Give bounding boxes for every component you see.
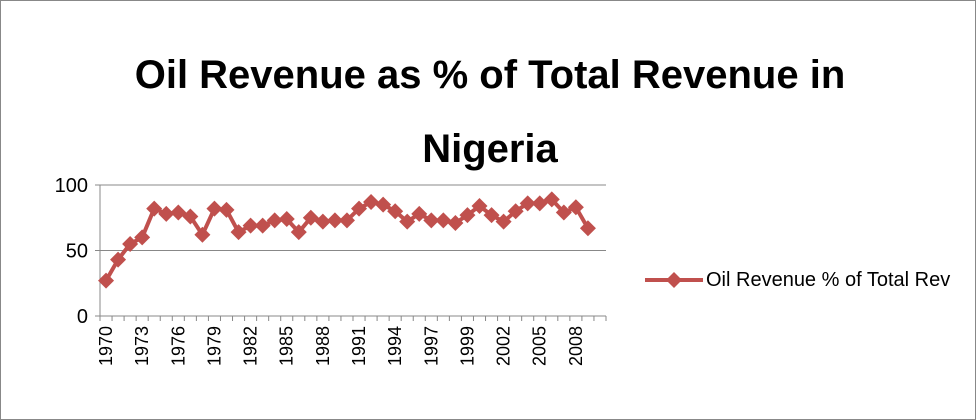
point	[278, 211, 295, 228]
point	[567, 199, 584, 216]
y-tick-label: 50	[66, 241, 88, 263]
x-tick-label: 2008	[566, 326, 586, 366]
point	[375, 196, 392, 213]
point	[146, 200, 163, 217]
chart-title: Oil Revenue as % of Total Revenue in Nig…	[134, 53, 846, 171]
point	[579, 220, 596, 237]
point	[254, 217, 271, 234]
point	[507, 203, 524, 220]
point	[411, 205, 428, 222]
point	[351, 200, 368, 217]
point	[170, 204, 187, 221]
point	[495, 213, 512, 230]
point	[338, 212, 355, 229]
point	[483, 207, 500, 224]
legend-label: Oil Revenue % of Total Rev	[706, 269, 951, 291]
x-tick-label: 1973	[132, 326, 152, 366]
y-tick-label: 100	[55, 175, 88, 197]
point	[447, 214, 464, 231]
point	[182, 208, 199, 225]
point	[531, 195, 548, 212]
point	[435, 212, 452, 229]
point	[387, 203, 404, 220]
x-tick-label: 1991	[349, 326, 369, 366]
y-tick-label: 0	[77, 306, 88, 328]
point	[459, 207, 476, 224]
point	[314, 213, 331, 230]
point	[302, 209, 319, 226]
point	[158, 205, 175, 222]
x-tick-label: 1982	[241, 326, 261, 366]
point	[242, 217, 259, 234]
x-tick-label: 1999	[457, 326, 477, 366]
point	[110, 251, 127, 268]
point	[399, 213, 416, 230]
x-tick-label: 1970	[96, 326, 116, 366]
point	[122, 235, 139, 252]
x-tick-label: 1979	[204, 326, 224, 366]
point	[423, 212, 440, 229]
x-tick-label: 1997	[421, 326, 441, 366]
x-tick-label: 2002	[494, 326, 514, 366]
x-tick-label: 1994	[385, 326, 405, 366]
point	[134, 229, 151, 246]
point	[290, 224, 307, 241]
point	[326, 212, 343, 229]
point	[363, 194, 380, 211]
point	[471, 197, 488, 214]
point	[206, 200, 223, 217]
point	[519, 195, 536, 212]
x-tick-label: 1985	[277, 326, 297, 366]
x-tick-label: 1976	[168, 326, 188, 366]
point	[218, 201, 235, 218]
x-tick-label: 1988	[313, 326, 333, 366]
point	[555, 204, 572, 221]
point	[266, 212, 283, 229]
x-tick-label: 2005	[530, 326, 550, 366]
point	[194, 226, 211, 243]
legend-marker	[666, 272, 682, 288]
point	[98, 272, 115, 289]
point	[543, 191, 560, 208]
point	[230, 224, 247, 241]
